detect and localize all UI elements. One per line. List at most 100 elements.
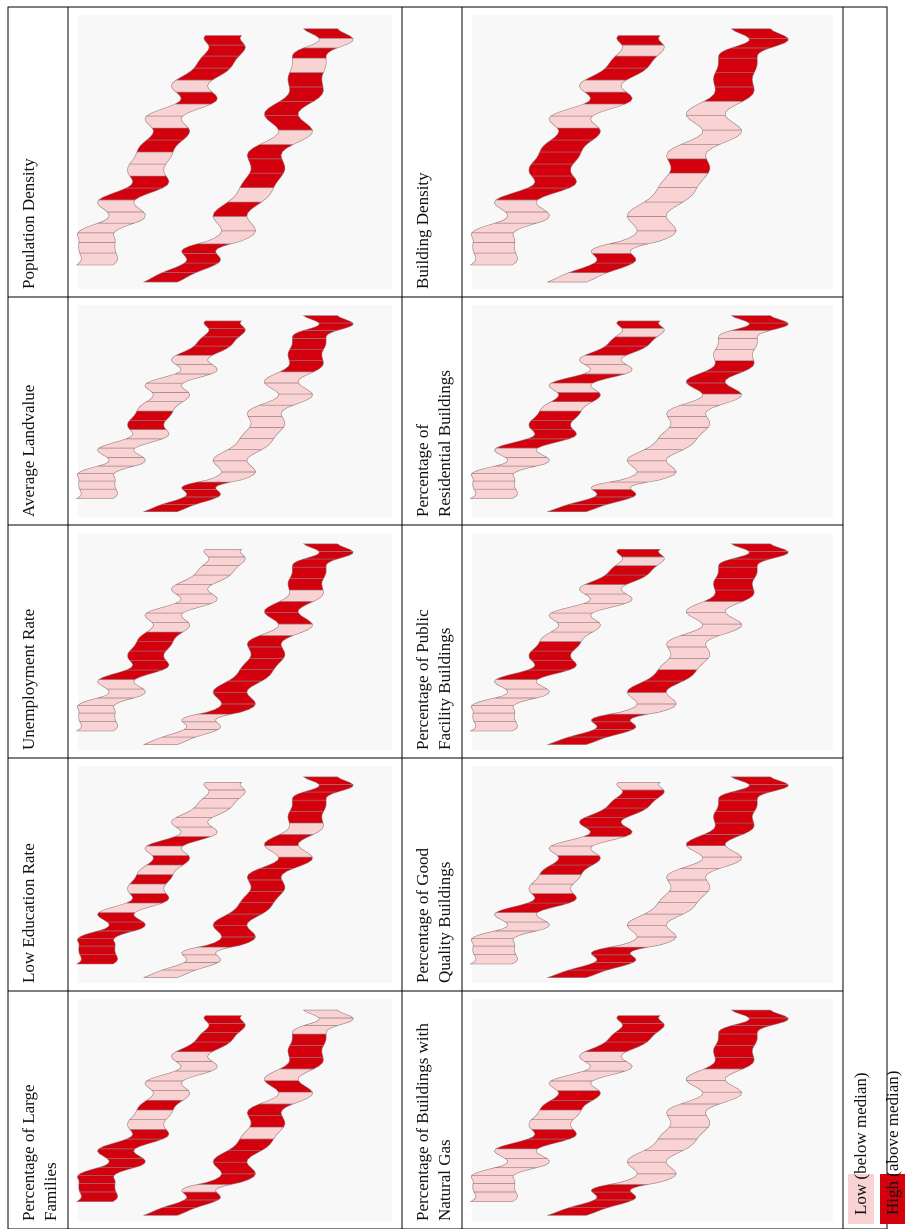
map-region [583, 593, 633, 604]
map-region [181, 489, 221, 498]
map-region [170, 584, 214, 595]
map-region [591, 253, 637, 264]
legend: Low (below median) High (above median) [848, 1071, 905, 1224]
map-region [247, 646, 286, 659]
map-region [666, 646, 711, 659]
map-region [614, 789, 665, 799]
map-region [713, 811, 755, 824]
map-panel-building-density: Building Density [413, 15, 833, 289]
map-area [469, 15, 833, 289]
panel-title: Population Density [19, 158, 38, 289]
map-region [302, 543, 354, 552]
map-region [170, 817, 214, 828]
map-region [145, 1090, 191, 1101]
map-region [614, 44, 665, 57]
map-region [472, 242, 517, 254]
map-region [550, 127, 601, 141]
map-region [578, 817, 628, 828]
map-region [730, 315, 789, 324]
map-region [201, 556, 246, 566]
map-region [548, 612, 600, 623]
map-region [714, 57, 758, 73]
map-region [530, 641, 582, 652]
map-region [666, 416, 711, 428]
map-panel-residential-buildings: Percentage of Residential Buildings [413, 305, 833, 517]
map-region [530, 1109, 582, 1120]
map-region [527, 175, 577, 189]
map-region [470, 938, 516, 947]
map-region [714, 338, 758, 350]
map-region [127, 883, 167, 894]
map-region [469, 954, 518, 965]
map-region [549, 392, 601, 402]
panel-title: Building Density [413, 172, 432, 289]
map-area [75, 305, 392, 517]
map-region [127, 1119, 167, 1130]
map-region [470, 705, 516, 714]
map-region [714, 799, 758, 812]
map-region [527, 429, 577, 440]
map-region [203, 35, 246, 46]
map-region [287, 72, 324, 88]
map-region [203, 782, 246, 791]
map-region [591, 954, 637, 963]
map-region [549, 855, 601, 866]
map-region [469, 721, 518, 732]
map-region [289, 57, 327, 73]
legend-low-swatch [848, 1174, 874, 1224]
map-region [203, 549, 246, 558]
map-region [472, 712, 517, 722]
map-region [289, 338, 327, 350]
map-region [528, 420, 574, 430]
map-region [76, 232, 116, 243]
map-region [145, 392, 191, 402]
map-region [126, 1129, 170, 1140]
map-panel-population-density: Population Density [19, 15, 392, 289]
map-region [667, 158, 711, 174]
map-region [302, 315, 354, 324]
map-region [75, 1191, 119, 1202]
map-region [287, 1045, 324, 1058]
map-region [145, 855, 191, 866]
table-frame [7, 6, 888, 1229]
map-region [614, 1023, 665, 1033]
map-region [181, 721, 221, 730]
map-region [126, 660, 170, 671]
panel-title: Percentage of Buildings with [413, 1023, 432, 1221]
map-region [714, 1033, 758, 1046]
map-region [78, 712, 117, 722]
map-region [302, 776, 354, 785]
map-region [527, 660, 577, 671]
map-region [181, 1191, 221, 1201]
map-region [128, 410, 174, 421]
panel-title: Percentage of [413, 424, 432, 517]
map-region [666, 879, 711, 892]
map-region [287, 811, 324, 824]
map-region [583, 91, 633, 105]
map-region [302, 28, 354, 39]
map-region [181, 253, 221, 264]
map-region [76, 705, 116, 714]
map-region [472, 480, 517, 490]
map-region [713, 1045, 755, 1058]
map-region [170, 1051, 214, 1062]
map-region [591, 1191, 637, 1201]
map-region [174, 91, 218, 105]
map-region [730, 776, 790, 785]
map-region [548, 382, 600, 393]
map-region [145, 127, 191, 141]
panel-title: Quality Buildings [435, 862, 454, 983]
map-region [75, 488, 119, 499]
panel-title: Percentage of Good [413, 847, 432, 983]
map-region [591, 489, 637, 498]
map-region [287, 578, 324, 591]
map-region [548, 845, 600, 856]
map-panel-unemployment-rate: Unemployment Rate [19, 533, 392, 750]
map-region [75, 721, 119, 732]
map-area [469, 533, 833, 750]
map-region [287, 349, 324, 361]
map-region [470, 473, 516, 482]
map-region [730, 1009, 790, 1019]
map-region [528, 1119, 574, 1130]
